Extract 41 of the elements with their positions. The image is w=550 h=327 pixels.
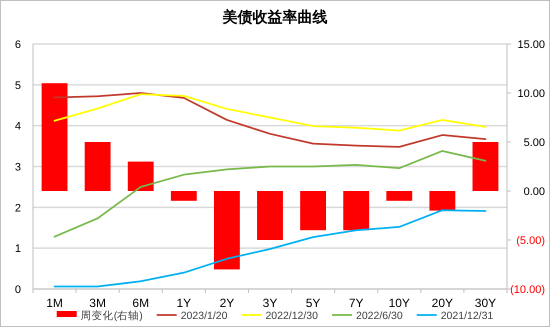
legend-label: 2021/12/31 — [440, 310, 494, 322]
y-tick-label: 1 — [14, 243, 21, 256]
legend-label: 2022/6/30 — [356, 310, 403, 322]
legend-label: 2022/12/30 — [265, 310, 318, 322]
y2-tick-label: (5.00) — [516, 235, 545, 247]
legend-label: 周变化(右轴) — [80, 309, 143, 322]
bar — [84, 142, 111, 191]
x-tick-label: 20Y — [432, 296, 454, 310]
bar — [429, 191, 456, 211]
x-tick-label: 30Y — [474, 296, 496, 310]
bar — [300, 191, 326, 230]
x-tick-label: 6M — [132, 296, 150, 310]
y2-tick-label: 5.00 — [524, 137, 545, 149]
x-tick-label: 10Y — [388, 296, 410, 310]
chart-title: 美债收益率曲线 — [222, 8, 328, 26]
x-tick-label: 3M — [89, 296, 106, 310]
x-tick-label: 5Y — [306, 296, 320, 310]
bar — [42, 83, 68, 191]
legend-label: 2023/1/20 — [180, 310, 228, 322]
y-tick-label: 4 — [14, 120, 21, 133]
x-tick-label: 1M — [46, 296, 63, 310]
y2-tick-label: 0.00 — [524, 186, 545, 198]
bar — [472, 142, 498, 191]
bar — [343, 191, 370, 230]
y2-tick-label: (10.00) — [510, 284, 545, 296]
bar — [128, 162, 154, 191]
x-tick-label: 3Y — [262, 296, 278, 310]
y-tick-label: 6 — [14, 39, 21, 51]
y-tick-label: 5 — [14, 80, 21, 92]
bar — [170, 191, 197, 201]
bar — [257, 191, 283, 240]
y-tick-label: 0 — [14, 284, 21, 296]
x-tick-label: 1Y — [176, 296, 192, 310]
y-tick-label: 3 — [14, 162, 21, 174]
bar — [386, 191, 412, 201]
y-tick-label: 2 — [14, 202, 21, 214]
y2-tick-label: 10.00 — [517, 88, 545, 100]
bar — [214, 191, 240, 270]
y2-tick-label: 15.00 — [517, 39, 545, 51]
x-tick-label: 2Y — [220, 296, 234, 310]
x-tick-label: 7Y — [348, 296, 364, 310]
